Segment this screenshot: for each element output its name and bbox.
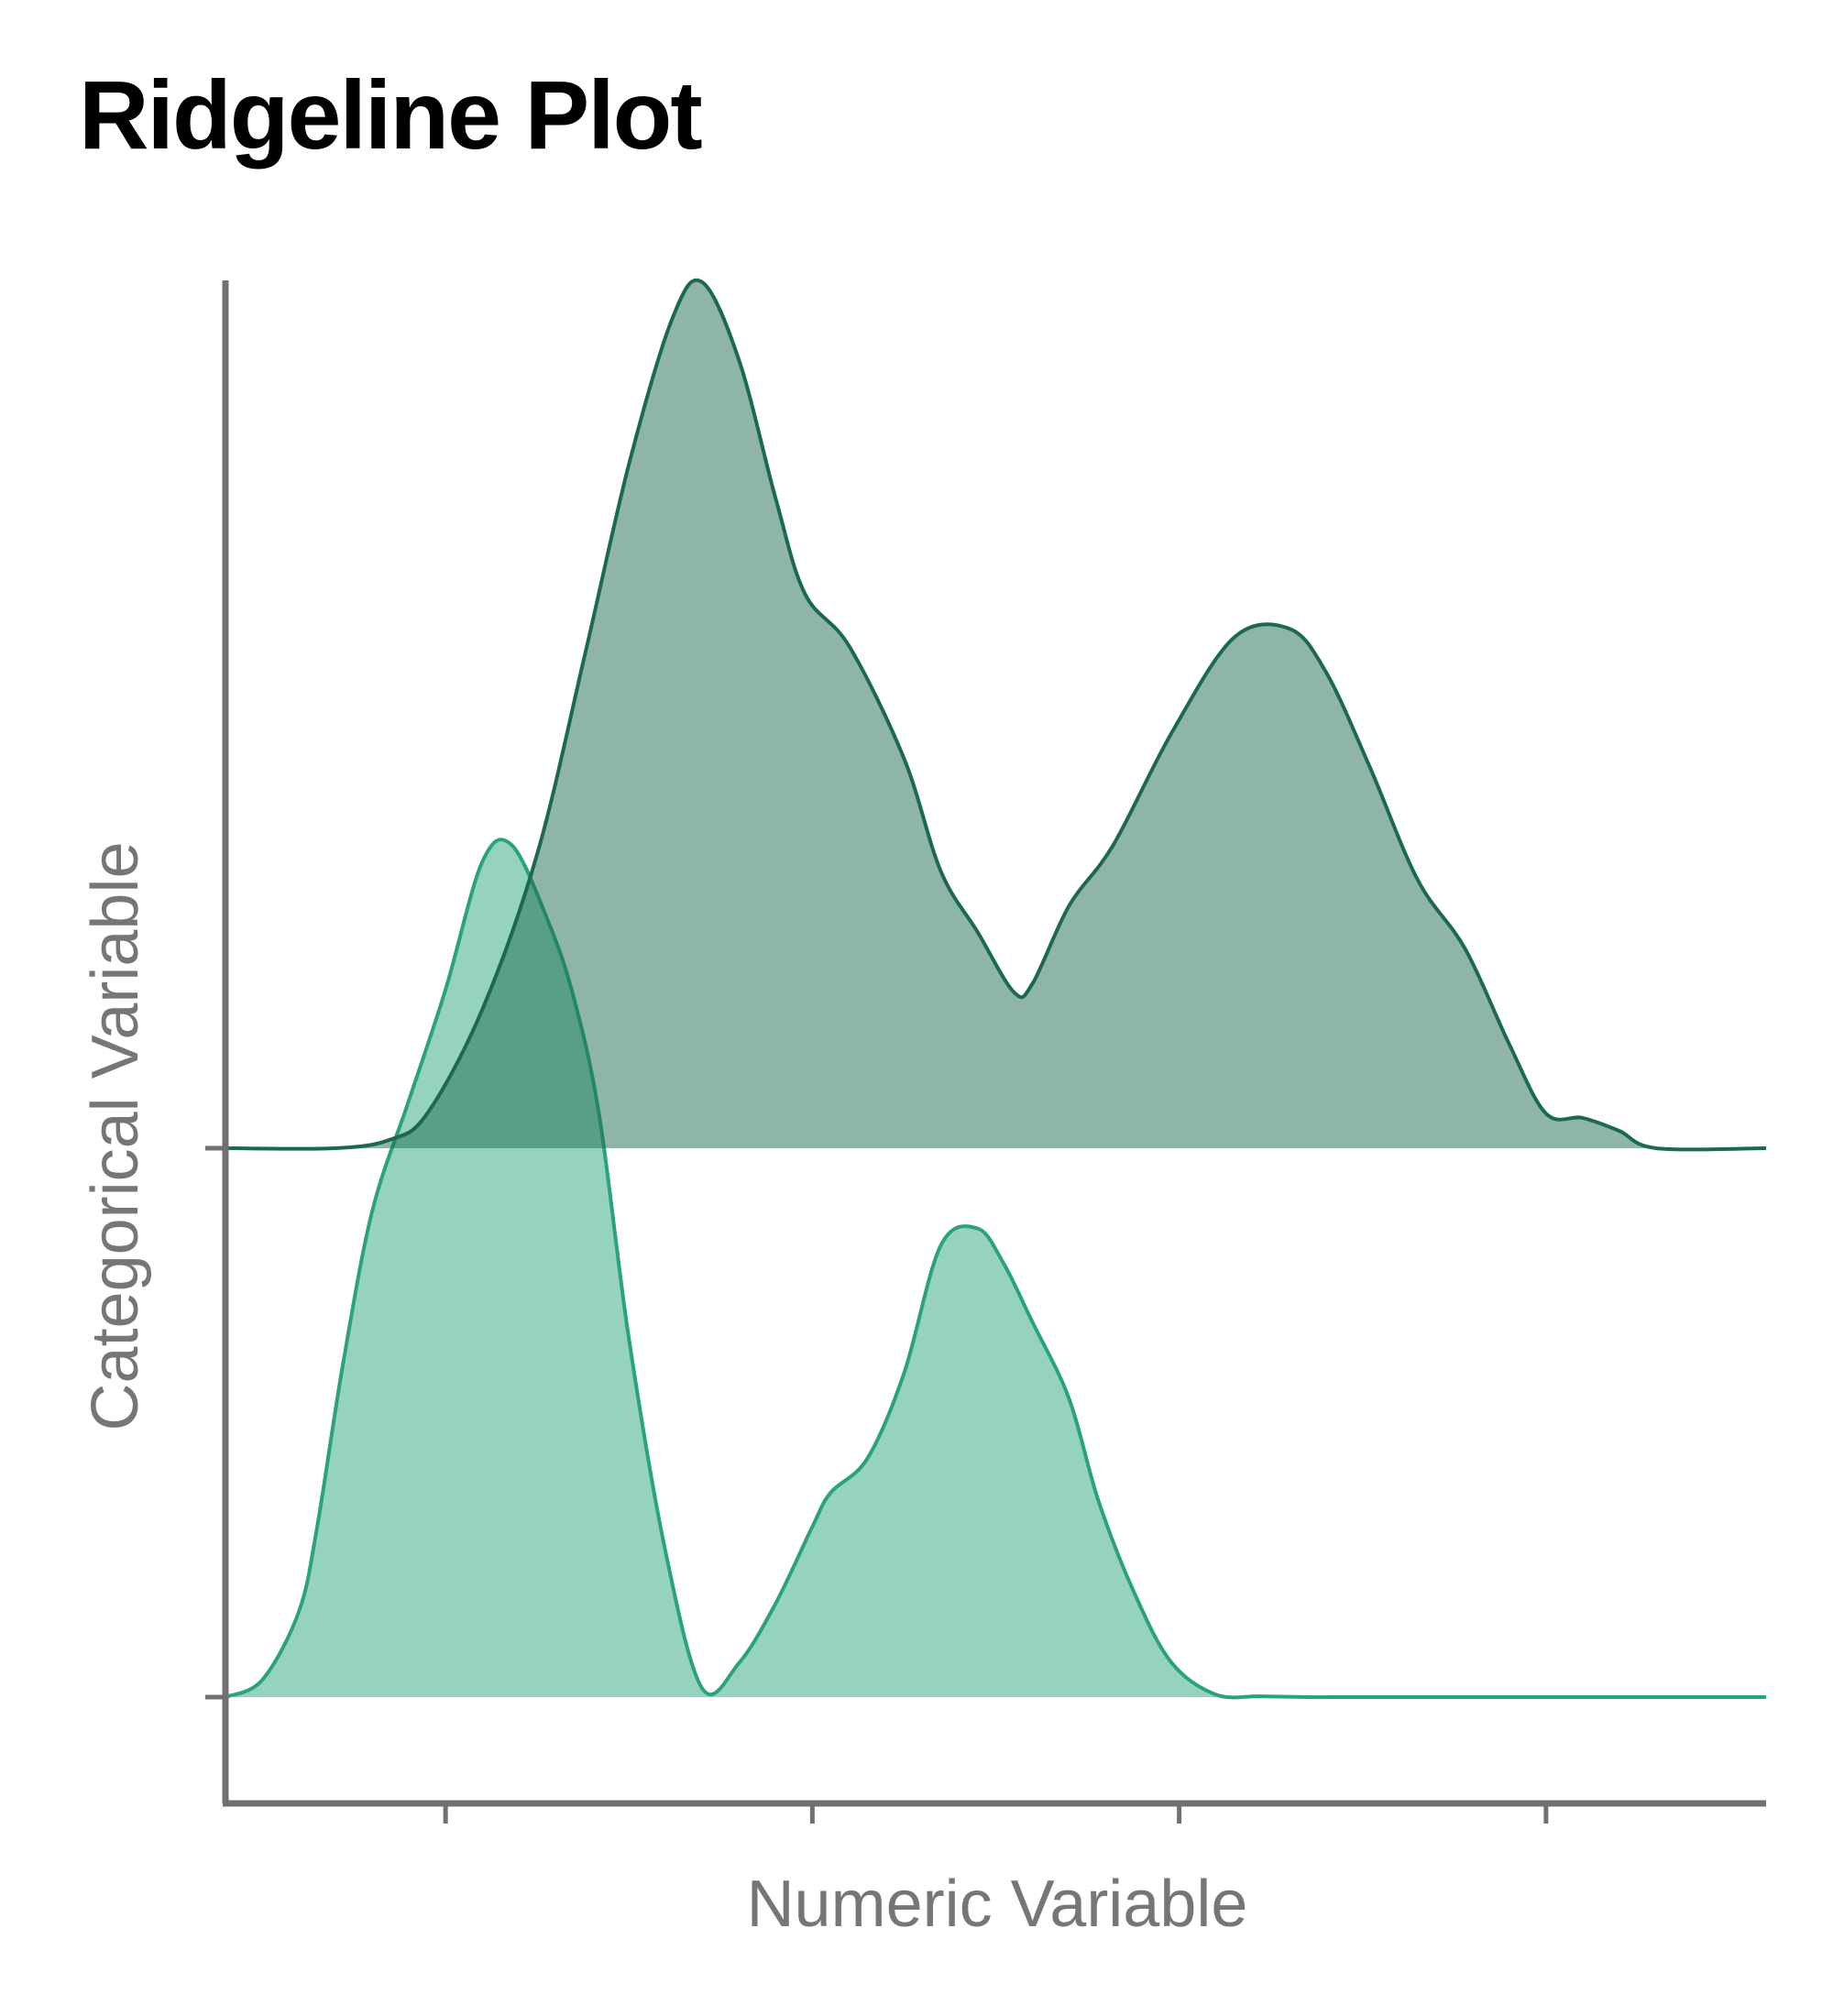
axes-layer bbox=[205, 280, 1766, 1824]
ridge-line-2 bbox=[225, 278, 1767, 1152]
ridge-line-1 bbox=[225, 838, 1766, 1700]
ridges-layer bbox=[225, 278, 1767, 1700]
x-axis-label: Numeric Variable bbox=[747, 1868, 1248, 1941]
ridge-area-1 bbox=[225, 839, 1766, 1698]
y-axis-label: Categorical Variable bbox=[79, 841, 152, 1430]
chart-title: Ridgeline Plot bbox=[79, 61, 703, 170]
ridge-area-2 bbox=[225, 279, 1766, 1150]
